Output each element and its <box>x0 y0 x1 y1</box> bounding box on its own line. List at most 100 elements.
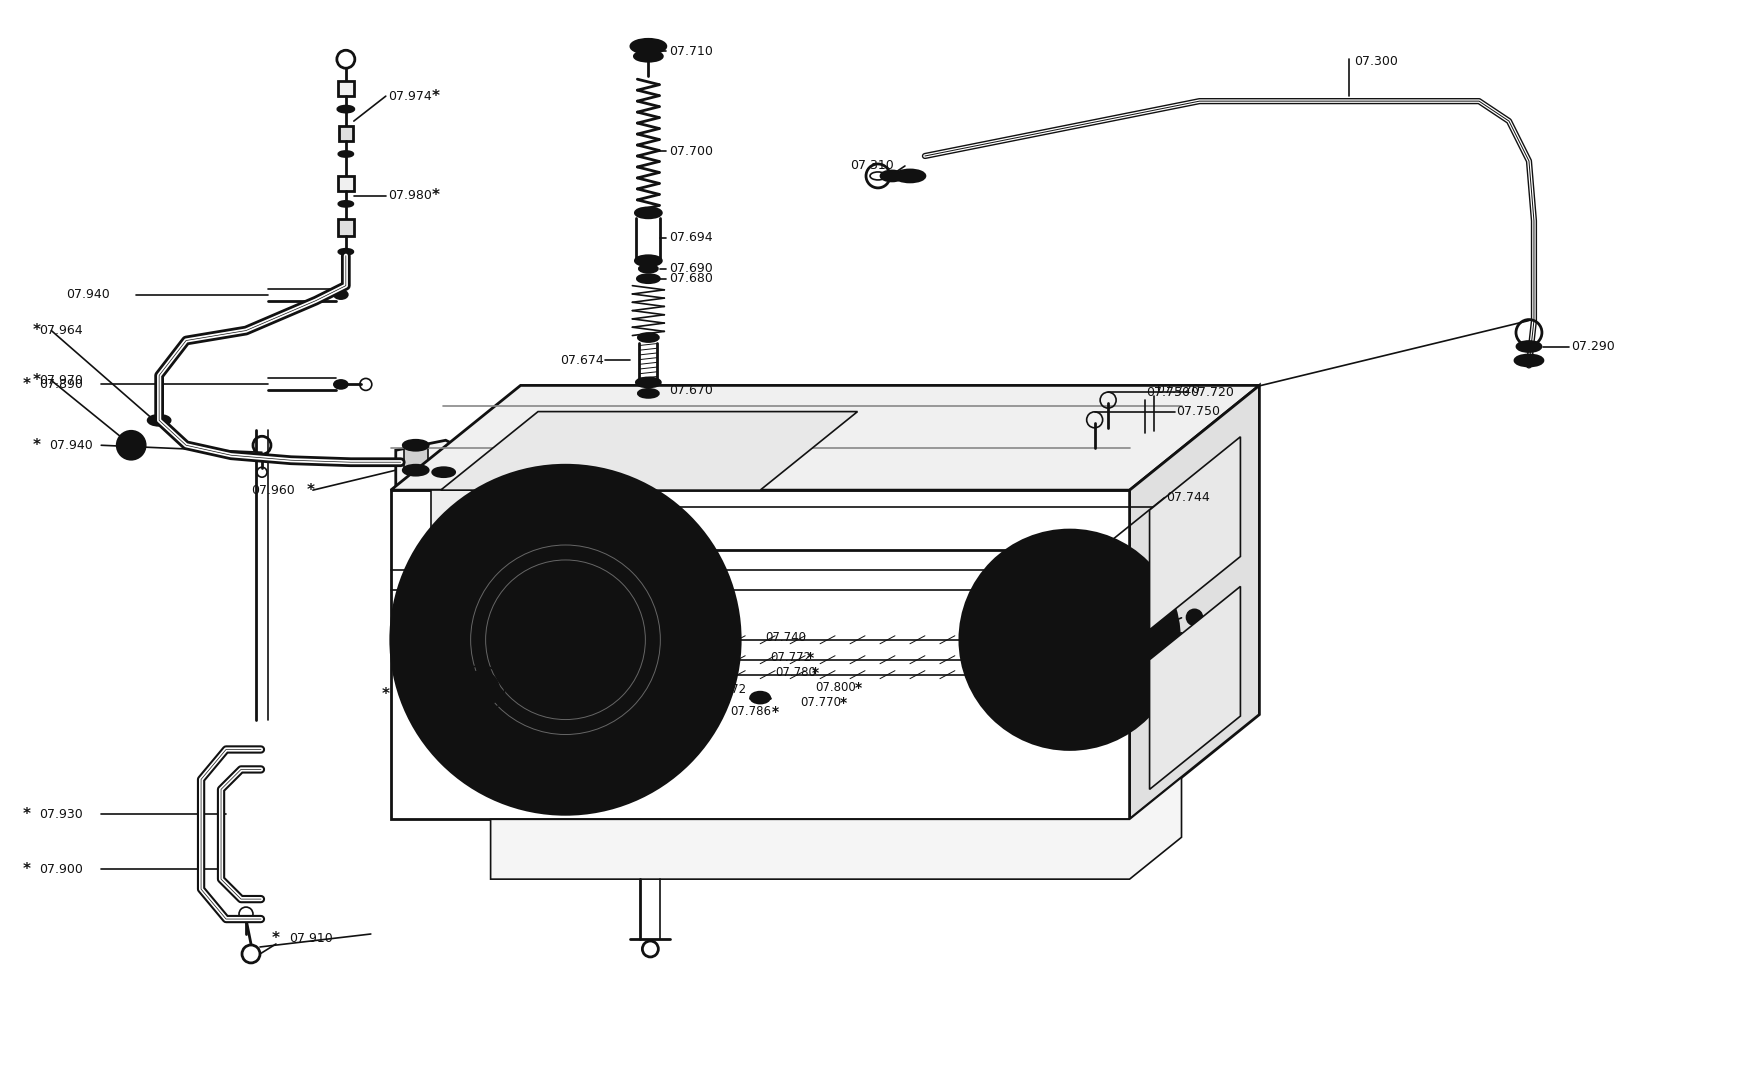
Ellipse shape <box>639 389 658 398</box>
Polygon shape <box>396 440 466 490</box>
Text: 07.890: 07.890 <box>38 378 84 391</box>
Text: 07.800: 07.800 <box>816 681 856 694</box>
Polygon shape <box>1150 437 1241 630</box>
Circle shape <box>558 773 572 786</box>
Ellipse shape <box>639 334 658 341</box>
Ellipse shape <box>635 256 662 266</box>
Ellipse shape <box>639 439 658 447</box>
Circle shape <box>658 534 672 548</box>
Text: 07.900: 07.900 <box>38 862 84 875</box>
Circle shape <box>460 534 474 548</box>
Ellipse shape <box>432 468 455 476</box>
Text: 07.740: 07.740 <box>999 634 1040 645</box>
Text: *: * <box>772 704 779 718</box>
Text: 07.770: 07.770 <box>800 697 842 710</box>
Ellipse shape <box>635 51 662 61</box>
Circle shape <box>514 509 527 521</box>
Ellipse shape <box>334 290 348 299</box>
Text: 07.750: 07.750 <box>1146 386 1190 399</box>
Text: 07.310: 07.310 <box>850 159 894 172</box>
Ellipse shape <box>338 106 354 112</box>
Polygon shape <box>430 490 630 590</box>
Circle shape <box>1104 730 1113 739</box>
Text: 07.772*: 07.772* <box>1004 655 1050 665</box>
Text: *: * <box>23 377 30 392</box>
Text: 07.780: 07.780 <box>775 666 816 679</box>
Ellipse shape <box>637 378 660 387</box>
Ellipse shape <box>334 380 348 389</box>
Circle shape <box>485 509 497 521</box>
Polygon shape <box>1129 386 1260 820</box>
Circle shape <box>1104 541 1113 549</box>
Polygon shape <box>340 126 354 141</box>
Polygon shape <box>338 219 354 235</box>
Text: 07.720: 07.720 <box>1157 383 1200 396</box>
Circle shape <box>460 731 474 746</box>
Text: 07.694: 07.694 <box>668 231 712 244</box>
Text: *: * <box>31 438 40 452</box>
Ellipse shape <box>1517 341 1542 351</box>
Circle shape <box>1160 596 1169 605</box>
Ellipse shape <box>639 265 658 272</box>
Circle shape <box>544 509 556 521</box>
Text: *: * <box>432 88 439 104</box>
Text: 07.964: 07.964 <box>38 324 82 337</box>
Text: 07.940: 07.940 <box>66 288 110 301</box>
Text: *: * <box>23 807 30 822</box>
Circle shape <box>418 633 432 646</box>
Text: *: * <box>432 189 439 204</box>
Circle shape <box>1026 541 1034 549</box>
Circle shape <box>1139 564 1146 571</box>
Ellipse shape <box>710 674 730 686</box>
Circle shape <box>963 635 971 644</box>
Circle shape <box>455 509 467 521</box>
Polygon shape <box>390 490 1129 820</box>
Circle shape <box>1139 708 1146 716</box>
Text: 07.750: 07.750 <box>1176 405 1220 419</box>
Text: 07.674: 07.674 <box>560 354 604 367</box>
Ellipse shape <box>637 275 660 282</box>
Circle shape <box>698 633 712 646</box>
Text: 07.820: 07.820 <box>420 695 464 708</box>
Text: *: * <box>271 932 280 946</box>
Text: *: * <box>306 483 315 498</box>
Circle shape <box>1186 499 1202 516</box>
Circle shape <box>117 432 145 459</box>
Polygon shape <box>1150 586 1241 789</box>
Circle shape <box>1066 533 1074 541</box>
Ellipse shape <box>1516 355 1544 366</box>
Text: 07.290: 07.290 <box>1572 340 1615 353</box>
Circle shape <box>971 675 978 683</box>
Circle shape <box>992 564 1001 571</box>
Polygon shape <box>441 412 858 490</box>
Circle shape <box>471 680 490 700</box>
Text: 07.772: 07.772 <box>770 651 812 664</box>
Polygon shape <box>338 175 354 191</box>
Circle shape <box>574 509 586 521</box>
Ellipse shape <box>340 250 354 254</box>
Ellipse shape <box>670 683 690 695</box>
Ellipse shape <box>402 465 429 475</box>
Text: *: * <box>411 675 420 690</box>
Text: *: * <box>854 680 861 694</box>
Text: 07.780*: 07.780* <box>1010 669 1055 680</box>
Text: 07.700: 07.700 <box>668 145 714 158</box>
Ellipse shape <box>340 152 354 157</box>
Text: 07.960: 07.960 <box>250 484 294 497</box>
Text: *: * <box>31 373 40 388</box>
Text: 07.970: 07.970 <box>38 374 84 387</box>
Text: 07.974: 07.974 <box>388 89 432 102</box>
Ellipse shape <box>751 692 770 703</box>
Text: *: * <box>23 862 30 876</box>
Text: 07.710: 07.710 <box>668 45 714 58</box>
Text: 07.980: 07.980 <box>388 190 432 203</box>
Text: 07.772: 07.772 <box>705 683 747 697</box>
Ellipse shape <box>340 202 354 206</box>
Circle shape <box>1160 675 1169 683</box>
Ellipse shape <box>402 440 429 450</box>
Polygon shape <box>338 81 354 96</box>
Text: 07.720: 07.720 <box>1190 386 1234 399</box>
Text: 07.670: 07.670 <box>668 384 714 397</box>
Text: 07.786: 07.786 <box>730 705 772 718</box>
Circle shape <box>959 530 1180 750</box>
